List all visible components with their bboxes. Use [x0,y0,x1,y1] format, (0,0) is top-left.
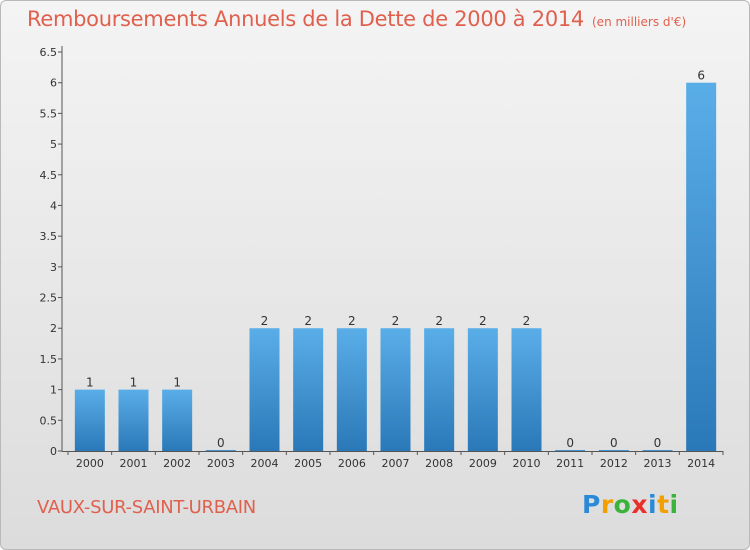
bar-2007 [380,328,411,451]
bar-2006 [336,328,367,451]
x-tick-label: 2001 [120,457,148,470]
x-tick-label: 2009 [469,457,497,470]
bar-2010 [511,328,542,451]
x-tick-label: 2011 [556,457,584,470]
data-label: 6 [697,69,705,83]
chart-title-text: Remboursements Annuels de la Dette de 20… [27,7,584,31]
y-tick-label: 1.5 [40,353,58,366]
bar-2011 [555,450,586,451]
data-label: 2 [435,314,443,328]
x-tick-label: 2006 [338,457,366,470]
data-label: 2 [523,314,531,328]
y-tick-label: 6.5 [40,46,58,59]
x-tick-label: 2007 [382,457,410,470]
x-tick-label: 2008 [425,457,453,470]
data-label: 2 [261,314,269,328]
bar-2005 [293,328,324,451]
data-label: 0 [217,436,225,450]
y-tick-label: 4 [50,199,57,212]
bar-2001 [118,389,149,451]
bar-2014 [686,82,717,451]
y-tick-label: 2 [50,322,57,335]
bar-2013 [642,450,673,451]
proxiti-logo[interactable]: Proxiti [582,490,679,519]
y-tick-label: 2.5 [40,292,58,305]
bar-2012 [598,450,629,451]
x-tick-label: 2002 [163,457,191,470]
data-label: 1 [173,376,181,390]
y-tick-label: 4.5 [40,169,58,182]
bar-2004 [249,328,280,451]
data-label: 2 [392,314,400,328]
x-tick-label: 2004 [251,457,279,470]
y-tick-label: 3 [50,261,57,274]
data-label: 0 [654,436,662,450]
bar-2000 [74,389,105,451]
x-tick-label: 2005 [294,457,322,470]
x-tick-label: 2000 [76,457,104,470]
town-name: VAUX-SUR-SAINT-URBAIN [37,497,256,518]
y-tick-label: 5.5 [40,107,58,120]
data-label: 1 [130,376,138,390]
bar-2003 [205,450,236,451]
y-tick-label: 0 [50,445,57,458]
y-tick-label: 0.5 [40,414,58,427]
y-tick-label: 3.5 [40,230,58,243]
bar-2008 [424,328,455,451]
x-tick-label: 2010 [513,457,541,470]
x-tick-label: 2003 [207,457,235,470]
chart-unit: (en milliers d'€) [592,15,687,29]
data-label: 1 [86,376,94,390]
x-tick-label: 2013 [644,457,672,470]
data-label: 2 [304,314,312,328]
bar-2002 [162,389,193,451]
data-label: 2 [479,314,487,328]
x-tick-label: 2014 [687,457,715,470]
x-tick-label: 2012 [600,457,628,470]
data-label: 0 [566,436,574,450]
y-tick-label: 6 [50,77,57,90]
y-tick-label: 1 [50,384,57,397]
data-label: 0 [610,436,618,450]
chart-title: Remboursements Annuels de la Dette de 20… [27,7,686,31]
data-label: 2 [348,314,356,328]
y-tick-label: 5 [50,138,57,151]
bar-2009 [467,328,498,451]
